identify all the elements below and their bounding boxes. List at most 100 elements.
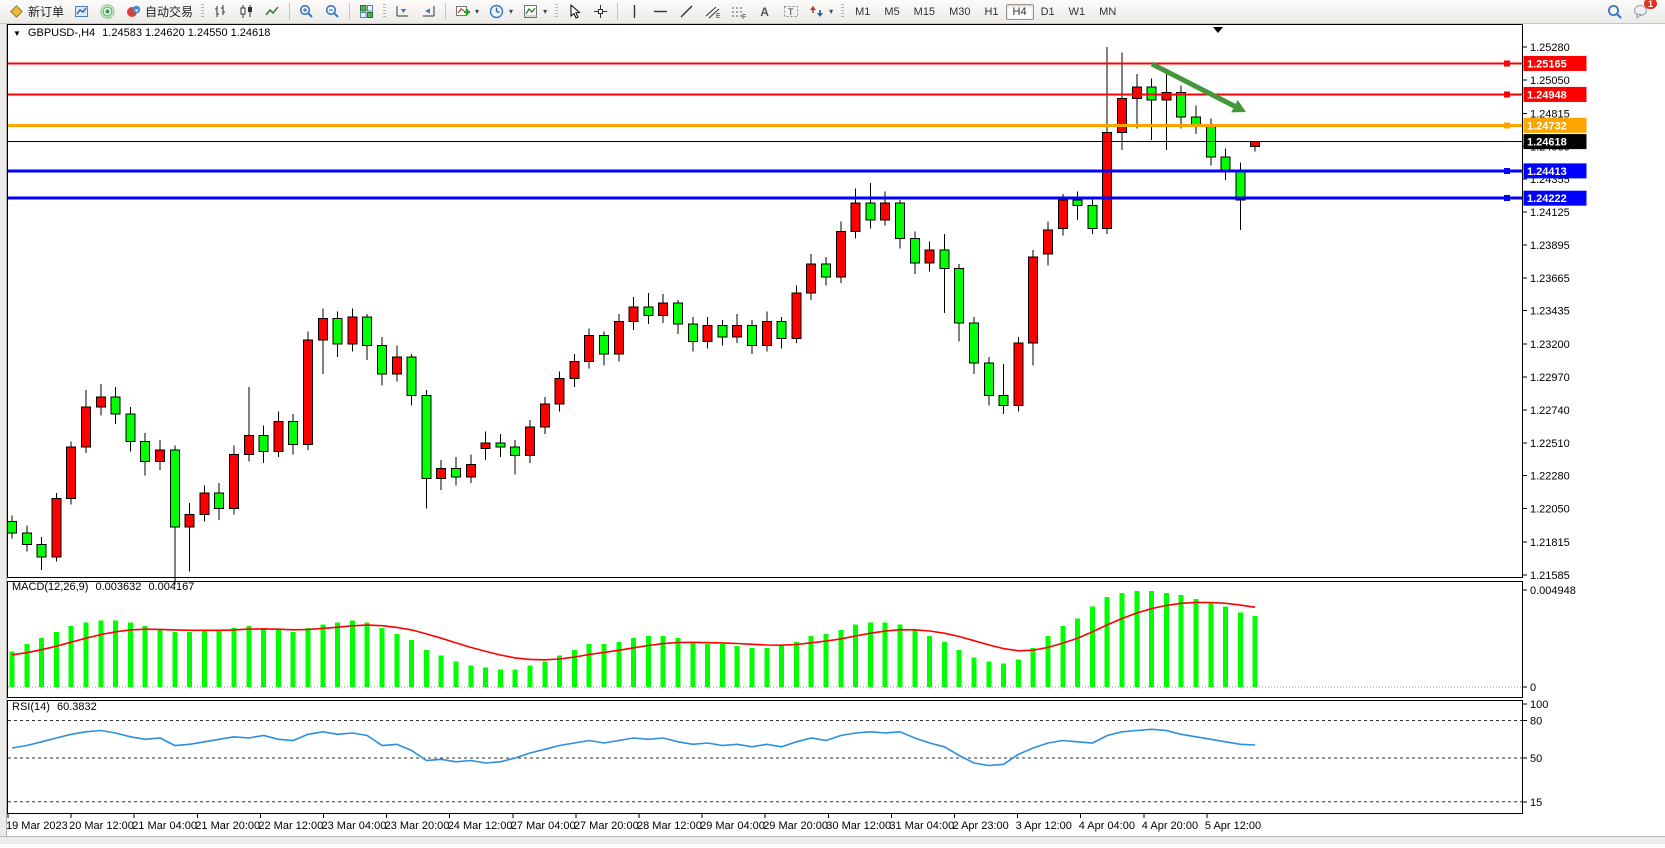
tab-mn[interactable]: MN — [1099, 5, 1117, 18]
arrows-button[interactable]: ▾ — [804, 0, 837, 23]
zoom-out-icon — [324, 4, 341, 20]
toolbar-separator — [289, 3, 291, 20]
autotrade-button[interactable]: 自动交易 — [121, 0, 197, 23]
svg-text:1.22740: 1.22740 — [1530, 405, 1570, 417]
svg-text:1.23200: 1.23200 — [1530, 339, 1570, 351]
svg-text:31 Mar 04:00: 31 Mar 04:00 — [889, 820, 954, 832]
svg-text:1.22050: 1.22050 — [1530, 504, 1570, 516]
svg-text:21 Mar 20:00: 21 Mar 20:00 — [195, 820, 260, 832]
svg-text:3 Apr 12:00: 3 Apr 12:00 — [1016, 820, 1072, 832]
svg-text:24 Mar 12:00: 24 Mar 12:00 — [448, 820, 513, 832]
macd-main-value: 0.003632 — [95, 581, 142, 593]
line-chart-icon — [264, 4, 281, 20]
tab-h4[interactable]: H4 — [1005, 3, 1034, 20]
ohlc-values: 1.24583 1.24620 1.24550 1.24618 — [102, 27, 271, 39]
cursor-button[interactable] — [562, 0, 587, 23]
arrows-dropdown-icon[interactable]: ▾ — [829, 7, 834, 16]
label-button[interactable]: T — [778, 0, 803, 23]
templates-dropdown-icon[interactable]: ▾ — [543, 7, 548, 16]
auto-scroll-button[interactable] — [390, 0, 415, 23]
symbol-dropdown-icon[interactable]: ▼ — [13, 28, 21, 38]
rsi-name: RSI(14) — [12, 701, 50, 713]
rsi-indicator-label: RSI(14) 60.3832 — [12, 701, 101, 713]
toolbar-separator — [445, 3, 447, 20]
line-chart-button[interactable] — [260, 0, 285, 23]
zoom-in-button[interactable] — [294, 0, 319, 23]
svg-text:1.22510: 1.22510 — [1530, 438, 1570, 450]
bar-chart-icon — [212, 4, 229, 20]
tab-m15[interactable]: M15 — [913, 5, 936, 18]
svg-text:F: F — [742, 14, 746, 19]
svg-text:19 Mar 2023: 19 Mar 2023 — [6, 820, 68, 832]
chat-button[interactable]: 1 — [1628, 0, 1657, 23]
candlestick-chart-button[interactable] — [234, 0, 259, 23]
rsi-pane: 100 80 50 15 — [8, 699, 1548, 809]
svg-text:1.22970: 1.22970 — [1530, 372, 1570, 384]
svg-text:50: 50 — [1530, 753, 1542, 765]
macd-pane: 0.004948 0 — [8, 585, 1576, 694]
chart-shift-marker — [1213, 27, 1223, 33]
svg-text:1.24413: 1.24413 — [1527, 166, 1567, 178]
price-levels[interactable] — [8, 60, 1522, 202]
crosshair-button[interactable] — [588, 0, 613, 23]
periods-dropdown-icon[interactable]: ▾ — [509, 7, 514, 16]
svg-text:1.24618: 1.24618 — [1527, 137, 1567, 149]
tab-m5[interactable]: M5 — [884, 5, 900, 18]
svg-text:1.23895: 1.23895 — [1530, 240, 1570, 252]
svg-text:1.24222: 1.24222 — [1527, 193, 1567, 205]
tab-m1[interactable]: M1 — [855, 5, 871, 18]
bar-chart-button[interactable] — [208, 0, 233, 23]
svg-text:30 Mar 12:00: 30 Mar 12:00 — [826, 820, 891, 832]
rsi-value: 60.3832 — [56, 701, 97, 713]
tile-windows-button[interactable] — [354, 0, 379, 23]
trendline-icon — [678, 4, 695, 20]
rsi-line — [11, 728, 1256, 767]
svg-text:23 Mar 20:00: 23 Mar 20:00 — [385, 820, 450, 832]
svg-text:1.25280: 1.25280 — [1530, 42, 1570, 54]
text-icon: A — [760, 4, 769, 19]
periods-button[interactable]: ▾ — [484, 0, 517, 23]
new-order-label: 新订单 — [28, 5, 65, 19]
zoom-out-button[interactable] — [320, 0, 345, 23]
horizontal-line-button[interactable] — [648, 0, 673, 23]
vertical-line-button[interactable] — [622, 0, 647, 23]
macd-signal-line — [11, 601, 1256, 661]
tile-windows-icon — [358, 4, 375, 20]
trendline-button[interactable] — [674, 0, 699, 23]
chart-svg[interactable]: 1.252801.250501.248151.245851.243551.241… — [0, 23, 1665, 843]
text-button[interactable]: A — [752, 0, 777, 23]
fibonacci-button[interactable]: F — [726, 0, 751, 23]
tab-w1[interactable]: W1 — [1068, 5, 1086, 18]
chart-canvas[interactable]: 1.252801.250501.248151.245851.243551.241… — [0, 23, 1665, 843]
toolbar-separator — [349, 3, 351, 20]
svg-text:1.25050: 1.25050 — [1530, 75, 1570, 87]
channel-button[interactable]: E — [700, 0, 725, 23]
svg-text:1.24948: 1.24948 — [1527, 89, 1567, 101]
new-order-button[interactable]: 新订单 — [4, 0, 68, 23]
signals-button[interactable] — [95, 0, 120, 23]
candles-series — [7, 47, 1261, 585]
svg-text:0: 0 — [1530, 682, 1536, 694]
tab-h1[interactable]: H1 — [984, 5, 999, 18]
macd-signal-value: 0.004167 — [148, 581, 195, 593]
indicators-button[interactable]: ▾ — [450, 0, 483, 23]
templates-button[interactable]: ▾ — [518, 0, 551, 23]
svg-text:15: 15 — [1530, 797, 1542, 809]
autotrade-icon — [125, 4, 142, 20]
tab-m30[interactable]: M30 — [949, 5, 971, 18]
zoom-in-icon — [298, 4, 315, 20]
search-button[interactable] — [1602, 0, 1627, 23]
chat-icon — [1632, 4, 1649, 20]
svg-text:29 Mar 20:00: 29 Mar 20:00 — [763, 820, 828, 832]
chart-profile-button[interactable] — [69, 0, 94, 23]
timeframe-toolbar: M1 M5 M15 M30 H1 H4 D1 W1 MN — [848, 3, 1123, 20]
tab-d1[interactable]: D1 — [1040, 5, 1055, 18]
down-arrow-annotation[interactable] — [1150, 61, 1246, 113]
chart-shift-button[interactable] — [416, 0, 441, 23]
toolbar-drag-handle — [555, 4, 559, 19]
indicators-dropdown-icon[interactable]: ▾ — [475, 7, 480, 16]
macd-histogram — [9, 590, 1258, 687]
svg-text:2 Apr 23:00: 2 Apr 23:00 — [953, 820, 1009, 832]
cursor-icon — [566, 4, 583, 20]
